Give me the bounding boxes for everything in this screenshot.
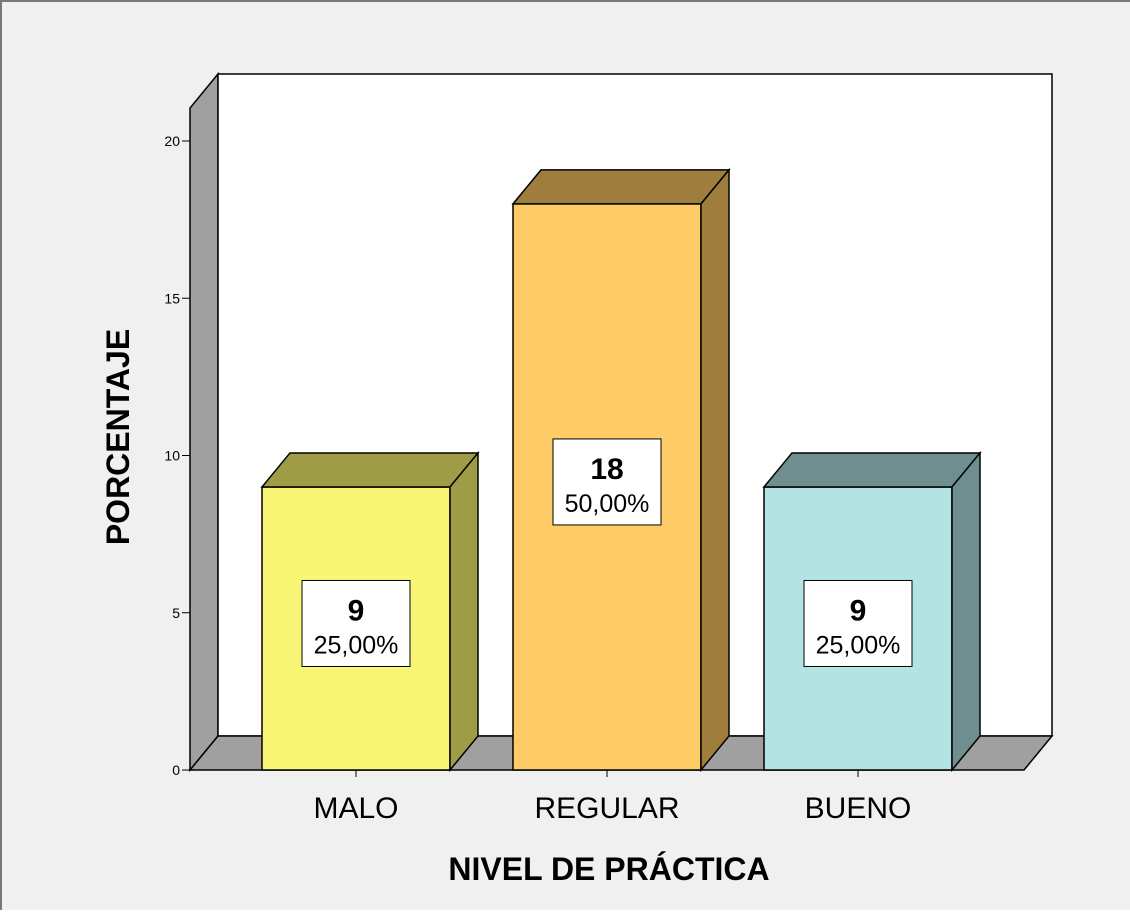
x-category-label: REGULAR bbox=[534, 792, 679, 825]
x-axis-title: NIVEL DE PRÁCTICA bbox=[448, 851, 769, 887]
data-label-percent: 25,00% bbox=[314, 631, 399, 659]
data-label-percent: 50,00% bbox=[565, 490, 650, 518]
y-tick-label: 5 bbox=[172, 605, 180, 621]
y-tick-label: 20 bbox=[164, 133, 180, 149]
bar-side bbox=[700, 167, 730, 773]
y-axis-title: PORCENTAJE bbox=[100, 329, 136, 545]
bars: 9 25,00% 18 50,00% 9 25,00% bbox=[260, 167, 982, 773]
bar-malo: 9 25,00% bbox=[260, 450, 480, 773]
y-tick-label: 0 bbox=[172, 762, 180, 778]
data-label-count: 18 bbox=[590, 453, 623, 486]
bar-bueno: 9 25,00% bbox=[762, 450, 982, 773]
y-axis: 0 5 10 15 20 bbox=[164, 133, 190, 778]
bar-side bbox=[449, 450, 479, 773]
bar-side bbox=[951, 450, 981, 773]
bar-top bbox=[511, 169, 731, 205]
x-category-label: MALO bbox=[313, 792, 398, 825]
bar-top bbox=[260, 452, 480, 488]
chart-left-wall bbox=[189, 71, 219, 773]
bar-top bbox=[762, 452, 982, 488]
data-label-box bbox=[803, 579, 913, 667]
data-label-box bbox=[301, 579, 411, 667]
data-label-count: 9 bbox=[850, 594, 867, 627]
data-label-box bbox=[552, 438, 662, 526]
y-tick-label: 10 bbox=[164, 448, 180, 464]
data-label-percent: 25,00% bbox=[816, 631, 901, 659]
bar-regular: 18 50,00% bbox=[511, 167, 731, 773]
y-tick-label: 15 bbox=[164, 290, 180, 306]
data-label-count: 9 bbox=[348, 594, 365, 627]
x-axis-categories: MALO REGULAR BUENO bbox=[313, 770, 911, 825]
x-category-label: BUENO bbox=[805, 792, 912, 825]
